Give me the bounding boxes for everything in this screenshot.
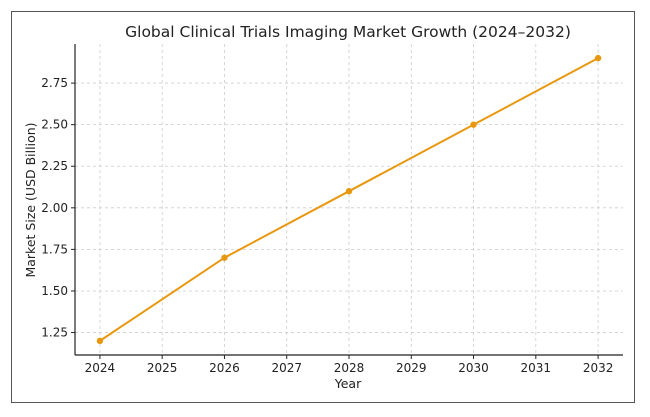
- x-tick-label: 2030: [458, 361, 489, 375]
- x-tick-label: 2032: [583, 361, 614, 375]
- x-tick-label: 2025: [147, 361, 178, 375]
- x-tick-label: 2027: [271, 361, 302, 375]
- x-tick-label: 2024: [85, 361, 116, 375]
- x-tick-label: 2029: [396, 361, 427, 375]
- y-axis-label: Market Size (USD Billion): [23, 122, 38, 277]
- x-axis-label: Year: [334, 376, 362, 391]
- figure-frame: [11, 11, 635, 403]
- grid-lines: [75, 44, 623, 355]
- y-tick-label: 1.25: [41, 326, 68, 340]
- y-tick-label: 2.50: [41, 118, 68, 132]
- data-point: [96, 337, 104, 345]
- data-point: [594, 54, 602, 62]
- y-axis-ticks: 1.25 1.50 1.75 2.00 2.25 2.50 2.75: [41, 76, 75, 340]
- chart-title: Global Clinical Trials Imaging Market Gr…: [125, 23, 571, 41]
- data-point: [470, 121, 477, 128]
- y-tick-label: 1.75: [41, 242, 68, 256]
- data-point: [221, 254, 228, 261]
- series-group: [96, 54, 602, 345]
- y-tick-label: 2.25: [41, 159, 68, 173]
- y-tick-label: 2.00: [41, 201, 68, 215]
- y-tick-label: 2.75: [41, 76, 68, 90]
- x-tick-label: 2026: [209, 361, 240, 375]
- x-axis-ticks: 2024 2025 2026 2027 2028 2029 2030 2031 2032: [85, 355, 614, 375]
- data-point: [345, 187, 353, 195]
- x-tick-label: 2031: [521, 361, 552, 375]
- y-tick-label: 1.50: [41, 284, 68, 298]
- x-tick-label: 2028: [334, 361, 365, 375]
